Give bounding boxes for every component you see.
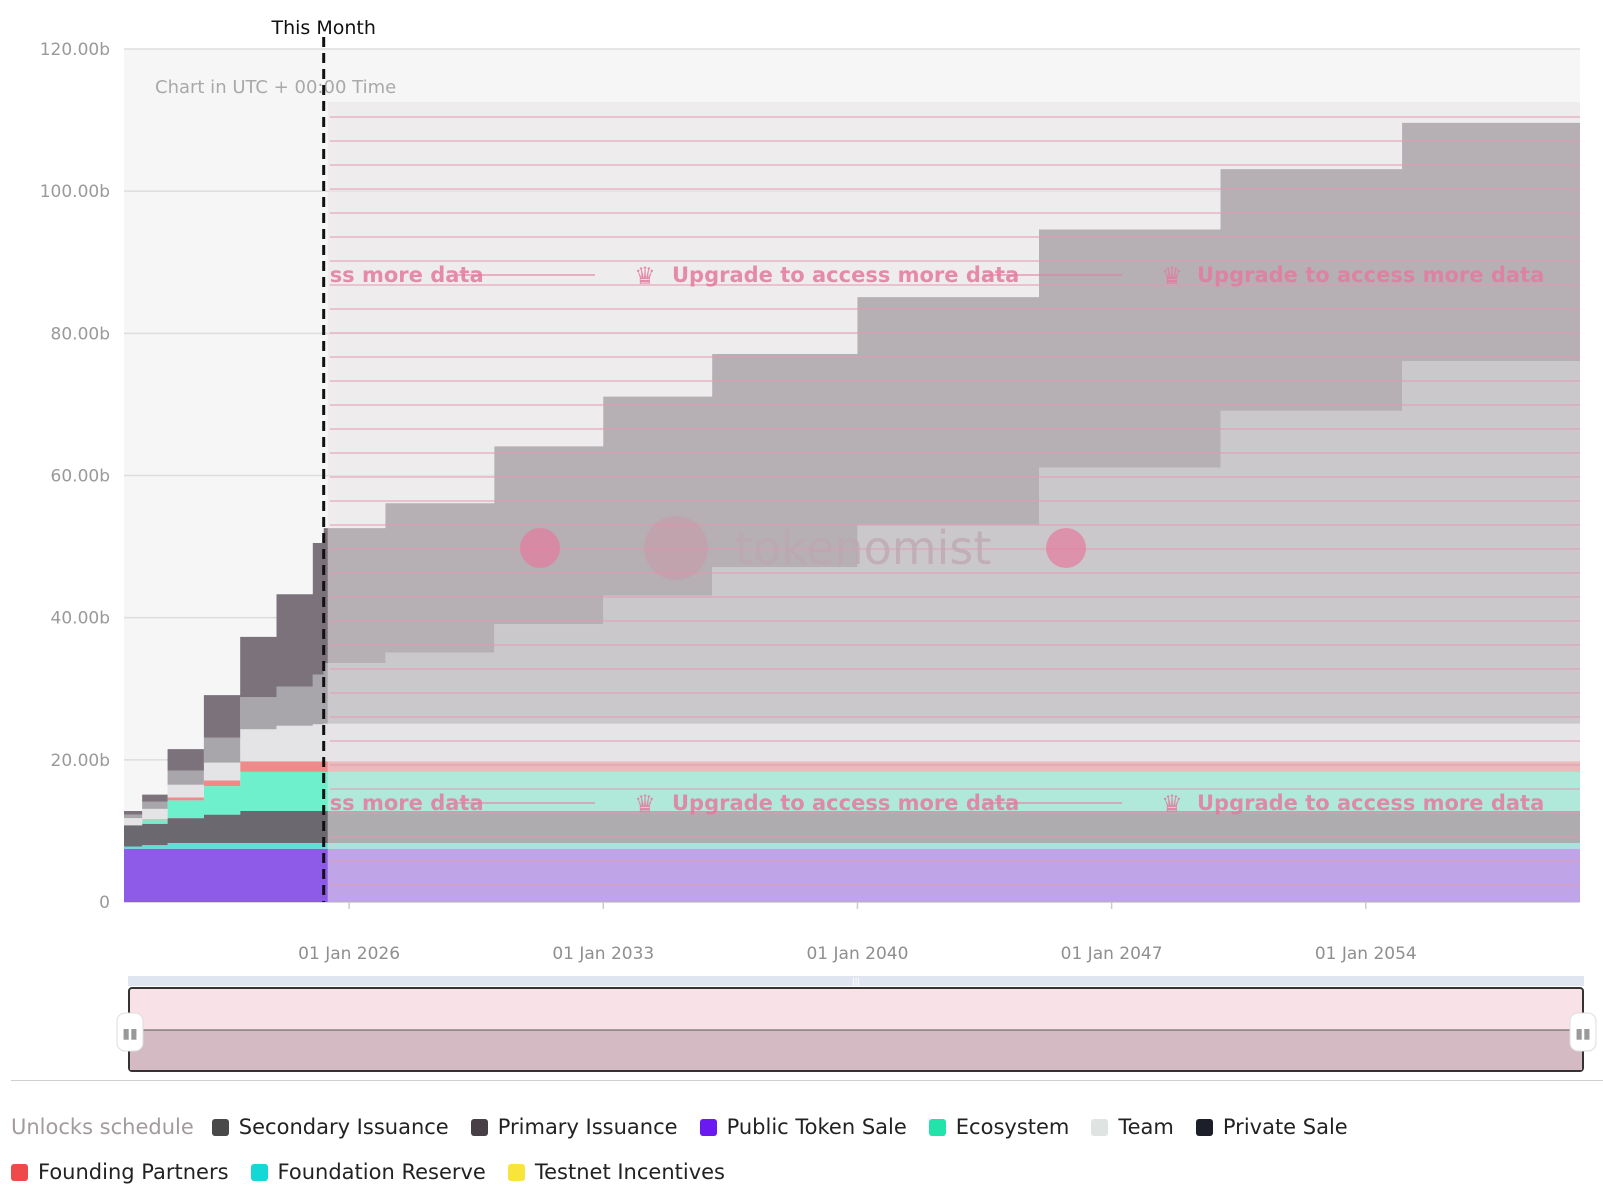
legend-label: Foundation Reserve [277, 1160, 486, 1184]
x-tick-label: 01 Jan 2033 [552, 944, 654, 964]
upgrade-text: ss more data [330, 263, 484, 287]
crown-icon: ♛ [1161, 263, 1183, 290]
crown-icon: ♛ [634, 263, 656, 290]
legend-item[interactable]: Private Sale [1195, 1115, 1348, 1139]
navigator-grip-icon[interactable]: ||| [852, 977, 860, 988]
watermark-logo-icon [1046, 528, 1086, 568]
navigator-top-bar[interactable] [128, 976, 1584, 986]
legend-label: Ecosystem [955, 1115, 1070, 1139]
y-tick-label: 100.00b [40, 182, 110, 202]
x-axis: 01 Jan 2026 01 Jan 2033 01 Jan 2040 01 Jan … [298, 902, 1417, 964]
legend-swatch [699, 1118, 717, 1136]
legend-label: Public Token Sale [726, 1115, 907, 1139]
legend-swatch [250, 1163, 268, 1181]
legend-swatch [470, 1118, 488, 1136]
legend-item[interactable]: Testnet Incentives [507, 1160, 725, 1184]
legend-item[interactable]: Team [1091, 1115, 1174, 1139]
timezone-note: Chart in UTC + 00:00 Time [155, 77, 396, 98]
y-tick-label: 80.00b [51, 324, 110, 344]
legend-swatch [1195, 1118, 1213, 1136]
legend-item[interactable]: Primary Issuance [470, 1115, 678, 1139]
navigator-right-handle[interactable]: ▮▮ [1569, 1012, 1597, 1052]
legend-swatch [507, 1163, 525, 1181]
upgrade-text: Upgrade to access more data [672, 791, 1019, 815]
marker-label: This Month [270, 17, 375, 39]
x-tick-label: 01 Jan 2054 [1315, 944, 1417, 964]
legend: Unlocks schedule Secondary Issuance Prima… [11, 1112, 1591, 1202]
x-tick-label: 01 Jan 2026 [298, 944, 400, 964]
legend-item[interactable]: Secondary Issuance [211, 1115, 449, 1139]
crown-icon: ♛ [1161, 791, 1183, 818]
navigator-left-handle[interactable]: ▮▮ [116, 1012, 144, 1052]
watermark-text: tokenomist [735, 521, 991, 575]
upgrade-text: ss more data [330, 791, 484, 815]
upgrade-text: Upgrade to access more data [1197, 263, 1544, 287]
legend-row: Founding Partners Foundation Reserve Testn… [11, 1157, 1591, 1187]
legend-label: Secondary Issuance [238, 1115, 449, 1139]
y-tick-label: 0 [99, 893, 110, 913]
upgrade-text: Upgrade to access more data [1197, 791, 1544, 815]
handle-grip-icon: ▮▮ [1575, 1025, 1590, 1041]
y-tick-label: 40.00b [51, 609, 110, 629]
range-navigator[interactable]: ||| ▮▮ ▮▮ [116, 976, 1597, 1072]
legend-item[interactable]: Ecosystem [928, 1115, 1070, 1139]
legend-swatch [11, 1163, 28, 1181]
navigator-mini-area [130, 1030, 1582, 1070]
locked-region [327, 102, 1581, 902]
crown-icon: ♛ [634, 791, 656, 818]
legend-label: Testnet Incentives [534, 1160, 725, 1184]
legend-label: Founding Partners [38, 1160, 229, 1184]
this-month-marker: This Month [270, 17, 376, 902]
upgrade-text: Upgrade to access more data [672, 263, 1019, 287]
legend-swatch [928, 1118, 946, 1136]
legend-item[interactable]: Foundation Reserve [250, 1160, 486, 1184]
legend-swatch [211, 1118, 229, 1136]
unlock-chart: 020.00b40.00b60.00b80.00b100.00b120.00b … [40, 17, 1597, 1072]
legend-swatch [1091, 1118, 1109, 1136]
legend-title: Unlocks schedule [11, 1115, 194, 1139]
legend-label: Private Sale [1222, 1115, 1348, 1139]
x-tick-label: 01 Jan 2047 [1061, 944, 1163, 964]
y-tick-label: 20.00b [51, 751, 110, 771]
legend-row: Unlocks schedule Secondary Issuance Prima… [11, 1112, 1591, 1142]
watermark-logo-icon [644, 516, 708, 580]
handle-grip-icon: ▮▮ [122, 1025, 137, 1041]
legend-label: Team [1118, 1115, 1174, 1139]
y-tick-label: 60.00b [51, 467, 110, 487]
x-tick-label: 01 Jan 2040 [806, 944, 908, 964]
legend-item[interactable]: Public Token Sale [699, 1115, 907, 1139]
legend-divider [11, 1080, 1603, 1081]
y-tick-label: 120.00b [40, 40, 110, 60]
legend-label: Primary Issuance [497, 1115, 678, 1139]
watermark-logo-icon [520, 528, 560, 568]
legend-item[interactable]: Founding Partners [11, 1160, 229, 1184]
locked-overlay: ss more data ♛ Upgrade to access more data… [327, 102, 1581, 902]
